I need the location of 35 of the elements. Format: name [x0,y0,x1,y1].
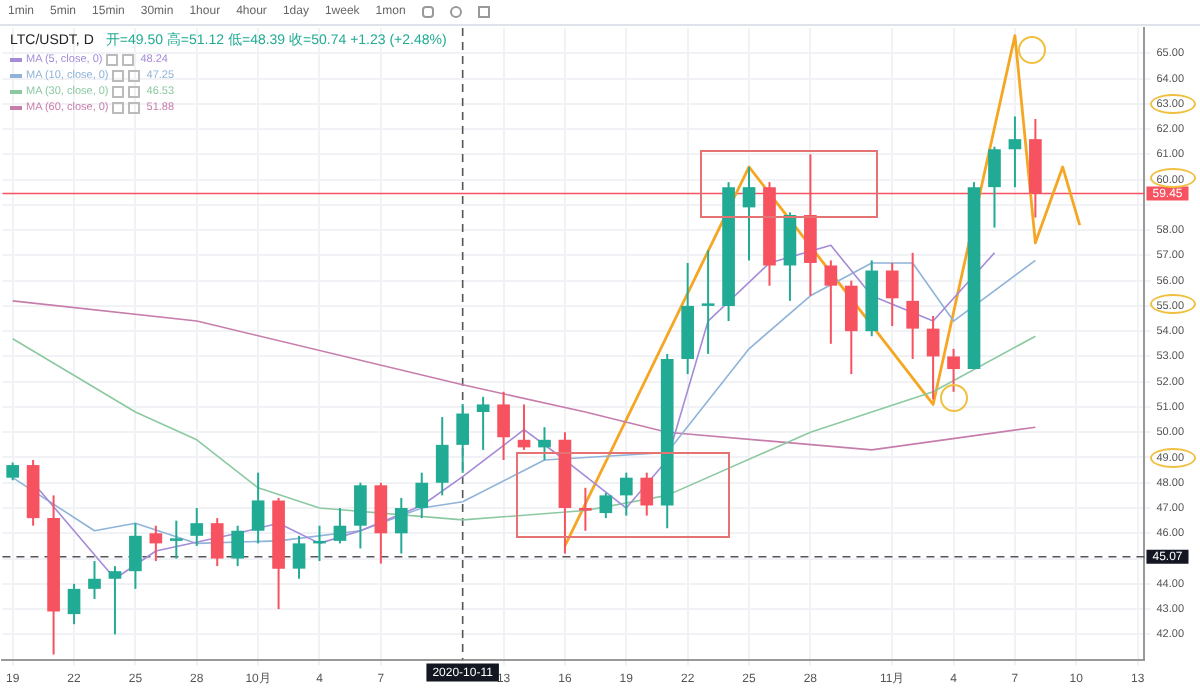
candlestick [129,522,142,590]
candlestick [599,491,613,520]
candlestick [435,416,449,497]
candlestick [67,582,81,626]
candlestick [169,519,183,560]
candlestick [210,517,224,568]
candlestick [415,471,429,520]
candlestick [374,481,388,565]
candlestick [885,261,899,328]
candlestick [333,507,347,545]
candlestick [190,507,204,547]
candlestick [88,560,101,600]
candlestick [497,390,510,462]
candlestick [108,565,122,636]
candlestick [538,426,551,462]
candlestick [476,395,490,451]
candlestick [251,471,265,545]
candlestick [354,481,367,550]
candlestick [579,486,592,532]
candlestick [292,534,306,580]
candlestick [906,251,919,360]
candlestick [988,145,1001,229]
candlestick [456,402,470,474]
candlestick [824,259,838,345]
candlestick [149,524,163,563]
candlestick [619,471,633,517]
candlestick [926,315,940,401]
candlestick [947,347,960,393]
candlestick [394,496,408,555]
candlestick [742,165,756,262]
candlestick [1008,115,1022,189]
candlestick [844,279,858,376]
candlestick [701,249,715,355]
candlestick [640,471,654,517]
candlestick [231,524,245,568]
